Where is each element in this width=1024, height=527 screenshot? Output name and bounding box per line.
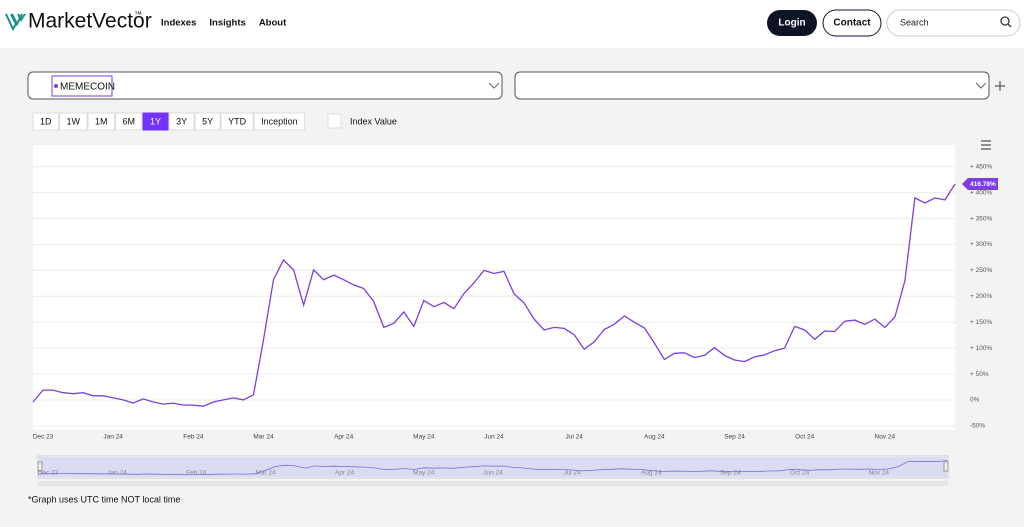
range-button[interactable]	[87, 112, 116, 131]
x-tick-label: Jan 24	[103, 434, 123, 441]
nav-link[interactable]: About	[259, 18, 287, 29]
logo-icon	[5, 13, 26, 32]
search-icon-handle	[1007, 23, 1012, 28]
range-button[interactable]	[59, 112, 88, 131]
plot-area	[33, 145, 955, 430]
y-tick-label: + 50%	[970, 371, 989, 378]
y-tick-label: + 100%	[970, 345, 992, 352]
nav-link[interactable]: Indexes	[161, 18, 196, 29]
y-tick-label: -50%	[970, 423, 985, 430]
search-placeholder[interactable]: Search	[900, 17, 929, 27]
x-tick-label: Jul 24	[565, 434, 583, 441]
navigator-label: Apr 24	[335, 470, 355, 477]
navigator-label: Nov 24	[868, 470, 889, 477]
compare-select[interactable]	[514, 71, 990, 100]
navigator-label: Mar 24	[255, 470, 276, 477]
contact-button[interactable]	[822, 9, 882, 37]
range-button[interactable]	[115, 112, 143, 131]
y-tick-label: + 350%	[970, 215, 992, 222]
range-label[interactable]: 1Y	[150, 116, 161, 126]
navigator-line	[37, 460, 949, 475]
login-button[interactable]	[767, 10, 817, 36]
navigator-label: Oct 24	[790, 470, 810, 477]
range-label[interactable]: YTD	[228, 116, 247, 126]
navigator-label: May 24	[413, 470, 435, 477]
trademark: ™	[134, 10, 142, 19]
x-tick-label: Apr 24	[334, 434, 354, 441]
y-tick-label: + 200%	[970, 293, 992, 300]
navigator-handle[interactable]	[943, 461, 949, 472]
range-button[interactable]	[194, 112, 221, 131]
range-button[interactable]	[253, 112, 306, 131]
x-tick-label: Jun 24	[484, 434, 504, 441]
range-button[interactable]	[168, 112, 195, 131]
range-label[interactable]: 1M	[95, 116, 108, 126]
selected-chip	[51, 75, 113, 97]
range-label[interactable]: 5Y	[202, 116, 213, 126]
y-tick-label: 0%	[970, 397, 980, 404]
range-label[interactable]: 6M	[123, 116, 136, 126]
navigator-label: Jul 24	[563, 470, 581, 477]
line	[32, 183, 956, 407]
range-label[interactable]: 1W	[67, 116, 81, 126]
checkbox-label[interactable]: Index Value	[350, 116, 397, 126]
checkbox[interactable]	[327, 113, 342, 129]
navigator-label: Jan 24	[107, 470, 127, 477]
navigator-window[interactable]	[39, 457, 947, 477]
x-tick-label: Dec 23	[33, 434, 54, 441]
x-tick-label: Aug 24	[644, 434, 665, 441]
search-icon[interactable]	[1000, 16, 1010, 26]
logo[interactable]: MarketVector	[28, 10, 152, 33]
search-box[interactable]	[886, 9, 1021, 37]
y-tick-label: + 450%	[970, 163, 992, 170]
chevron	[488, 82, 500, 89]
scrollbar	[38, 481, 948, 486]
chevron	[975, 82, 987, 89]
login-label[interactable]: Login	[778, 18, 805, 29]
index-select[interactable]	[27, 71, 503, 100]
range-button[interactable]	[32, 112, 60, 131]
y-tick-label: + 250%	[970, 267, 992, 274]
current-value-flag	[962, 177, 998, 190]
navigator-handle[interactable]	[37, 461, 43, 472]
footnote: *Graph uses UTC time NOT local time	[28, 494, 180, 504]
navigator-label: Aug 24	[641, 470, 662, 477]
y-tick-label: + 300%	[970, 241, 992, 248]
range-label[interactable]: Inception	[261, 116, 298, 126]
range-label[interactable]: 1D	[40, 116, 52, 126]
range-button[interactable]	[220, 112, 254, 131]
range-label[interactable]: 3Y	[176, 116, 187, 126]
x-tick-label: Oct 24	[795, 434, 815, 441]
navigator-label: Jun 24	[483, 470, 503, 477]
chip-dot	[54, 84, 58, 88]
x-tick-label: Feb 24	[183, 434, 204, 441]
menu-icon[interactable]	[981, 140, 991, 150]
nav-link[interactable]: Insights	[209, 18, 245, 29]
x-tick-label: Mar 24	[253, 434, 274, 441]
y-tick-label: + 150%	[970, 319, 992, 326]
range-button[interactable]	[142, 112, 169, 131]
selected-index[interactable]: MEMECOIN	[60, 82, 115, 93]
navigator-label: Feb 24	[186, 470, 207, 477]
x-tick-label: May 24	[413, 434, 435, 441]
x-tick-label: Nov 24	[875, 434, 896, 441]
x-tick-label: Sep 24	[724, 434, 745, 441]
y-tick-label: + 400%	[970, 189, 992, 196]
current-value-label: 416.78%	[970, 181, 996, 188]
contact-label[interactable]: Contact	[833, 18, 871, 29]
navigator-label: Sep 24	[720, 470, 741, 477]
add-icon[interactable]	[995, 81, 1005, 91]
